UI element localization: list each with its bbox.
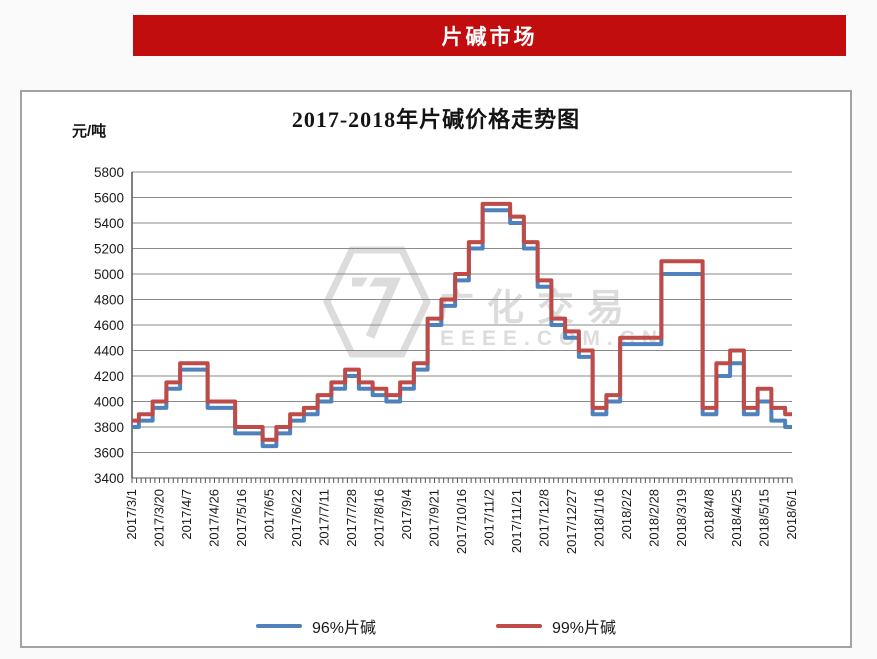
legend-label-96: 96%片碱	[311, 620, 376, 637]
svg-text:2018/3/19: 2018/3/19	[674, 489, 689, 547]
svg-text:4400: 4400	[94, 344, 124, 359]
svg-text:2017/12/27: 2017/12/27	[564, 489, 579, 554]
svg-text:2018/6/1: 2018/6/1	[784, 489, 799, 540]
svg-text:3600: 3600	[94, 446, 124, 461]
svg-text:5800: 5800	[94, 165, 124, 180]
svg-text:2018/2/28: 2018/2/28	[647, 489, 662, 547]
svg-text:2017/6/5: 2017/6/5	[262, 489, 277, 540]
svg-text:5600: 5600	[94, 191, 124, 206]
legend-line-swatch-red	[496, 624, 542, 628]
svg-text:2017/7/28: 2017/7/28	[344, 489, 359, 547]
svg-text:2017/4/7: 2017/4/7	[179, 489, 194, 540]
svg-text:2017/3/20: 2017/3/20	[152, 489, 167, 547]
banner-title: 片碱市场	[441, 25, 538, 49]
svg-text:3400: 3400	[94, 471, 124, 486]
svg-text:2017/11/2: 2017/11/2	[482, 489, 497, 546]
legend-label-99: 99%片碱	[552, 620, 617, 637]
price-chart-card: 2017-2018年片碱价格走势图 元/吨 广化交易 EEEE.COM.CN 5…	[20, 90, 852, 648]
svg-text:2018/2/2: 2018/2/2	[619, 489, 634, 540]
svg-text:2017/8/16: 2017/8/16	[372, 489, 387, 547]
svg-text:5000: 5000	[94, 267, 124, 282]
legend-line-swatch-blue	[255, 624, 302, 628]
svg-text:5400: 5400	[94, 216, 124, 231]
svg-text:2018/5/15: 2018/5/15	[757, 489, 772, 547]
svg-text:2018/1/16: 2018/1/16	[592, 489, 607, 547]
y-axis-unit-label: 元/吨	[72, 123, 107, 140]
legend-entry-96: 96%片碱	[255, 614, 376, 638]
svg-text:4200: 4200	[94, 369, 124, 384]
svg-text:2017/12/8: 2017/12/8	[537, 489, 552, 547]
svg-text:2017/11/21: 2017/11/21	[509, 489, 524, 553]
svg-text:2018/4/8: 2018/4/8	[702, 489, 717, 540]
price-chart-svg: 5800 5600 5400 5200 5000 4800 4600 4400 4200 4000…	[94, 165, 799, 554]
svg-text:2017/4/26: 2017/4/26	[207, 489, 222, 547]
svg-text:2017/7/11: 2017/7/11	[317, 489, 332, 546]
svg-text:3800: 3800	[94, 420, 124, 435]
svg-text:4800: 4800	[94, 293, 124, 308]
chart-title: 2017-2018年片碱价格走势图	[291, 107, 581, 132]
legend-entry-99: 99%片碱	[496, 614, 616, 638]
svg-text:4000: 4000	[94, 395, 124, 410]
svg-text:2017/3/1: 2017/3/1	[124, 489, 139, 540]
svg-text:2017/9/4: 2017/9/4	[399, 489, 414, 540]
chart-legend: 96%片碱 99%片碱	[22, 614, 850, 638]
svg-text:2017/9/21: 2017/9/21	[427, 489, 442, 547]
svg-text:2017/6/22: 2017/6/22	[289, 489, 304, 547]
svg-text:2017/10/16: 2017/10/16	[454, 489, 469, 554]
market-banner: 片碱市场	[133, 15, 846, 56]
svg-text:2018/4/25: 2018/4/25	[729, 489, 744, 547]
svg-text:2017/5/16: 2017/5/16	[234, 489, 249, 547]
svg-text:4600: 4600	[94, 318, 124, 333]
svg-text:5200: 5200	[94, 242, 124, 257]
